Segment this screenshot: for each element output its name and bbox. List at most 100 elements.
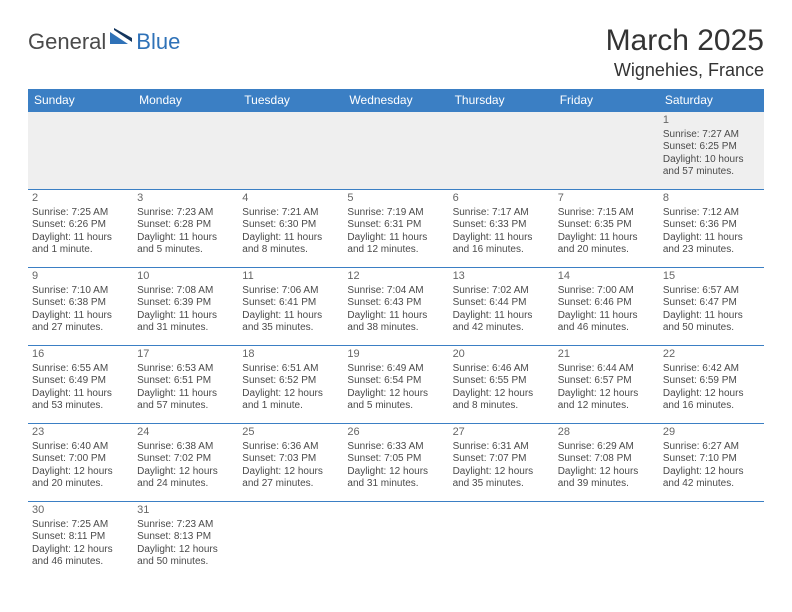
calendar-day-cell	[449, 112, 554, 190]
weekday-header: Friday	[554, 89, 659, 112]
sunset-text: Sunset: 7:02 PM	[137, 453, 234, 466]
calendar-day-cell: 24Sunrise: 6:38 AMSunset: 7:02 PMDayligh…	[133, 424, 238, 502]
sunset-text: Sunset: 6:54 PM	[347, 375, 444, 388]
sunset-text: Sunset: 6:57 PM	[558, 375, 655, 388]
daylight-text: Daylight: 12 hours and 50 minutes.	[137, 544, 234, 569]
day-number: 1	[663, 114, 760, 128]
calendar-day-cell	[554, 502, 659, 580]
calendar-day-cell: 10Sunrise: 7:08 AMSunset: 6:39 PMDayligh…	[133, 268, 238, 346]
weekday-header: Sunday	[28, 89, 133, 112]
calendar-day-cell: 19Sunrise: 6:49 AMSunset: 6:54 PMDayligh…	[343, 346, 448, 424]
daylight-text: Daylight: 11 hours and 31 minutes.	[137, 310, 234, 335]
day-number: 6	[453, 192, 550, 206]
day-number: 30	[32, 504, 129, 518]
day-number: 26	[347, 426, 444, 440]
daylight-text: Daylight: 11 hours and 57 minutes.	[137, 388, 234, 413]
calendar-day-cell: 25Sunrise: 6:36 AMSunset: 7:03 PMDayligh…	[238, 424, 343, 502]
header-row: General Blue March 2025 Wignehies, Franc…	[28, 24, 764, 81]
daylight-text: Daylight: 12 hours and 46 minutes.	[32, 544, 129, 569]
day-number: 29	[663, 426, 760, 440]
sunrise-text: Sunrise: 6:53 AM	[137, 363, 234, 376]
calendar-day-cell: 11Sunrise: 7:06 AMSunset: 6:41 PMDayligh…	[238, 268, 343, 346]
sunset-text: Sunset: 7:10 PM	[663, 453, 760, 466]
sunset-text: Sunset: 6:28 PM	[137, 219, 234, 232]
calendar-day-cell: 26Sunrise: 6:33 AMSunset: 7:05 PMDayligh…	[343, 424, 448, 502]
sunrise-text: Sunrise: 7:08 AM	[137, 285, 234, 298]
calendar-day-cell: 22Sunrise: 6:42 AMSunset: 6:59 PMDayligh…	[659, 346, 764, 424]
sunrise-text: Sunrise: 6:29 AM	[558, 441, 655, 454]
logo-text-blue: Blue	[136, 29, 180, 55]
calendar-day-cell: 16Sunrise: 6:55 AMSunset: 6:49 PMDayligh…	[28, 346, 133, 424]
sunset-text: Sunset: 7:00 PM	[32, 453, 129, 466]
sunset-text: Sunset: 6:41 PM	[242, 297, 339, 310]
day-number: 11	[242, 270, 339, 284]
sunrise-text: Sunrise: 7:12 AM	[663, 207, 760, 220]
sunrise-text: Sunrise: 7:25 AM	[32, 519, 129, 532]
calendar-day-cell	[238, 502, 343, 580]
daylight-text: Daylight: 12 hours and 16 minutes.	[663, 388, 760, 413]
sunset-text: Sunset: 6:30 PM	[242, 219, 339, 232]
day-number: 16	[32, 348, 129, 362]
sunset-text: Sunset: 6:25 PM	[663, 141, 760, 154]
calendar-day-cell: 14Sunrise: 7:00 AMSunset: 6:46 PMDayligh…	[554, 268, 659, 346]
daylight-text: Daylight: 10 hours and 57 minutes.	[663, 154, 760, 179]
sunset-text: Sunset: 6:35 PM	[558, 219, 655, 232]
day-number: 23	[32, 426, 129, 440]
sunset-text: Sunset: 6:43 PM	[347, 297, 444, 310]
sunset-text: Sunset: 7:08 PM	[558, 453, 655, 466]
sunrise-text: Sunrise: 6:40 AM	[32, 441, 129, 454]
sunrise-text: Sunrise: 7:06 AM	[242, 285, 339, 298]
daylight-text: Daylight: 11 hours and 12 minutes.	[347, 232, 444, 257]
sunset-text: Sunset: 6:47 PM	[663, 297, 760, 310]
calendar-day-cell: 8Sunrise: 7:12 AMSunset: 6:36 PMDaylight…	[659, 190, 764, 268]
sunrise-text: Sunrise: 7:25 AM	[32, 207, 129, 220]
sunrise-text: Sunrise: 6:44 AM	[558, 363, 655, 376]
day-number: 5	[347, 192, 444, 206]
daylight-text: Daylight: 11 hours and 50 minutes.	[663, 310, 760, 335]
sunset-text: Sunset: 6:46 PM	[558, 297, 655, 310]
day-number: 10	[137, 270, 234, 284]
calendar-day-cell: 23Sunrise: 6:40 AMSunset: 7:00 PMDayligh…	[28, 424, 133, 502]
calendar-day-cell: 13Sunrise: 7:02 AMSunset: 6:44 PMDayligh…	[449, 268, 554, 346]
day-number: 3	[137, 192, 234, 206]
logo: General Blue	[28, 28, 180, 55]
sunrise-text: Sunrise: 7:15 AM	[558, 207, 655, 220]
calendar-day-cell	[554, 112, 659, 190]
month-title: March 2025	[606, 24, 764, 58]
sunset-text: Sunset: 8:11 PM	[32, 531, 129, 544]
daylight-text: Daylight: 11 hours and 53 minutes.	[32, 388, 129, 413]
day-number: 7	[558, 192, 655, 206]
day-number: 9	[32, 270, 129, 284]
calendar-day-cell: 17Sunrise: 6:53 AMSunset: 6:51 PMDayligh…	[133, 346, 238, 424]
weekday-header-row: Sunday Monday Tuesday Wednesday Thursday…	[28, 89, 764, 112]
sunrise-text: Sunrise: 6:33 AM	[347, 441, 444, 454]
calendar-day-cell: 27Sunrise: 6:31 AMSunset: 7:07 PMDayligh…	[449, 424, 554, 502]
sunrise-text: Sunrise: 7:27 AM	[663, 129, 760, 142]
daylight-text: Daylight: 12 hours and 1 minute.	[242, 388, 339, 413]
day-number: 19	[347, 348, 444, 362]
calendar-day-cell: 31Sunrise: 7:23 AMSunset: 8:13 PMDayligh…	[133, 502, 238, 580]
daylight-text: Daylight: 11 hours and 20 minutes.	[558, 232, 655, 257]
sunset-text: Sunset: 6:44 PM	[453, 297, 550, 310]
day-number: 21	[558, 348, 655, 362]
day-number: 31	[137, 504, 234, 518]
calendar-table: Sunday Monday Tuesday Wednesday Thursday…	[28, 89, 764, 580]
sunset-text: Sunset: 6:36 PM	[663, 219, 760, 232]
logo-text-dark: General	[28, 29, 106, 55]
day-number: 14	[558, 270, 655, 284]
weekday-header: Monday	[133, 89, 238, 112]
calendar-week-row: 16Sunrise: 6:55 AMSunset: 6:49 PMDayligh…	[28, 346, 764, 424]
daylight-text: Daylight: 12 hours and 12 minutes.	[558, 388, 655, 413]
calendar-day-cell: 6Sunrise: 7:17 AMSunset: 6:33 PMDaylight…	[449, 190, 554, 268]
day-number: 17	[137, 348, 234, 362]
sunrise-text: Sunrise: 6:51 AM	[242, 363, 339, 376]
day-number: 15	[663, 270, 760, 284]
calendar-day-cell: 21Sunrise: 6:44 AMSunset: 6:57 PMDayligh…	[554, 346, 659, 424]
day-number: 22	[663, 348, 760, 362]
daylight-text: Daylight: 12 hours and 24 minutes.	[137, 466, 234, 491]
calendar-day-cell: 12Sunrise: 7:04 AMSunset: 6:43 PMDayligh…	[343, 268, 448, 346]
sunrise-text: Sunrise: 7:21 AM	[242, 207, 339, 220]
daylight-text: Daylight: 11 hours and 8 minutes.	[242, 232, 339, 257]
sunset-text: Sunset: 6:59 PM	[663, 375, 760, 388]
calendar-day-cell: 9Sunrise: 7:10 AMSunset: 6:38 PMDaylight…	[28, 268, 133, 346]
